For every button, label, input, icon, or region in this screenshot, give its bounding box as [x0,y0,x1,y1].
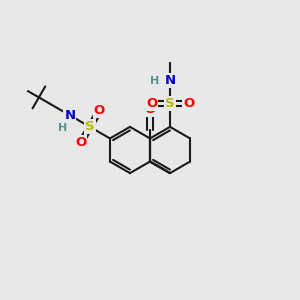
Text: O: O [146,97,157,110]
Text: O: O [144,103,156,116]
Text: N: N [64,109,76,122]
Text: O: O [183,97,194,110]
Text: O: O [75,136,86,149]
Text: S: S [165,97,175,110]
Text: H: H [58,123,67,133]
Text: O: O [94,104,105,117]
Text: S: S [85,120,95,134]
Text: H: H [150,76,160,85]
Text: N: N [164,74,175,87]
